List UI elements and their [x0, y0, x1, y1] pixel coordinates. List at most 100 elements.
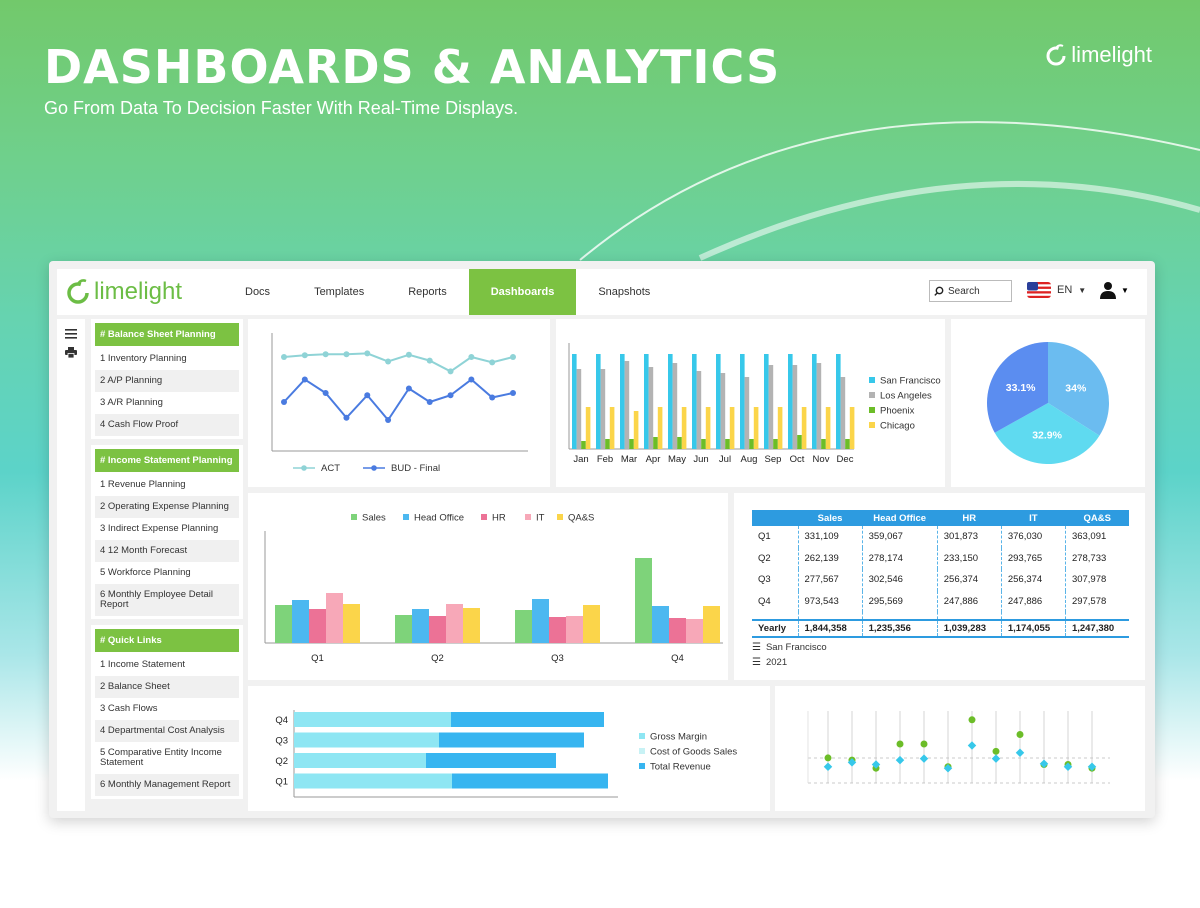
x-tick-label: Q1 — [311, 653, 324, 664]
table-row-label: Q1 — [758, 531, 771, 543]
data-point — [322, 390, 329, 396]
bar — [515, 610, 532, 643]
nav-reports[interactable]: Reports — [408, 286, 447, 298]
data-point — [281, 399, 287, 405]
data-point — [405, 385, 412, 392]
sidebar-item[interactable]: 3 Indirect Expense Planning — [100, 523, 219, 534]
x-tick-label: Feb — [597, 454, 613, 465]
bar — [446, 604, 463, 643]
bar — [836, 354, 841, 449]
bar — [596, 354, 601, 449]
pie-slice-label: 32.9% — [1032, 430, 1062, 442]
bar — [605, 439, 610, 449]
sidebar-item[interactable]: 1 Inventory Planning — [100, 353, 187, 364]
sidebar-item[interactable]: 4 Departmental Cost Analysis — [95, 720, 239, 742]
sidebar-item[interactable]: 4 Cash Flow Proof — [95, 414, 239, 436]
table-footer-entity[interactable]: ☰ San Francisco — [752, 642, 827, 653]
monthly-bar-chart: Jan Feb Mar Apr May Jun Jul Aug Sep Oct Nov Dec San … — [568, 343, 941, 465]
scatter-point — [991, 754, 1001, 763]
hero-title: DASHBOARDS & ANALYTICS — [44, 40, 781, 94]
bar — [549, 617, 566, 643]
bar — [701, 439, 706, 449]
pie-slice — [1048, 342, 1109, 436]
table-cell — [936, 612, 1002, 620]
sidebar-item[interactable]: 2 Balance Sheet — [95, 676, 239, 698]
bar — [749, 439, 754, 449]
icon-rail — [57, 319, 85, 811]
data-point — [301, 376, 308, 383]
legend-marker — [371, 465, 377, 471]
scatter-point — [920, 740, 928, 748]
user-menu[interactable]: ▼ — [1099, 281, 1129, 299]
table-cell: 1,247,380 — [1064, 619, 1129, 638]
app-logo[interactable]: limelight — [65, 278, 215, 306]
bar — [644, 354, 649, 449]
legend-label: Head Office — [414, 513, 464, 524]
sidebar-item[interactable]: 6 Monthly Employee Detail Report — [95, 584, 239, 616]
sidebar-item[interactable]: 4 12 Month Forecast — [95, 540, 239, 562]
chevron-down-icon: ▼ — [1078, 285, 1087, 295]
legend-label: BUD - Final — [391, 463, 440, 474]
bar — [576, 369, 582, 449]
table-cell: 1,174,055 — [1000, 619, 1066, 638]
nav-docs[interactable]: Docs — [245, 286, 271, 298]
x-tick-label: Dec — [837, 454, 854, 465]
bar — [395, 615, 412, 643]
x-tick-label: Q2 — [431, 653, 444, 664]
data-point — [364, 350, 371, 357]
table-cell: 1,844,358 — [797, 619, 863, 638]
pie-slice-label: 33.1% — [1006, 382, 1036, 394]
bar — [624, 361, 630, 449]
x-tick-label: Aug — [741, 454, 758, 465]
quarterly-bar-chart-panel: Q1 Q2 Q3 Q4 Sales Head Office HR IT QA&S — [248, 493, 728, 680]
scatter-point — [895, 755, 905, 765]
sidebar-item[interactable]: 2 Operating Expense Planning — [95, 496, 239, 518]
sidebar-item[interactable]: 5 Comparative Entity Income Statement — [100, 747, 222, 768]
bar — [652, 606, 669, 643]
y-tick-label: Q2 — [275, 756, 288, 767]
nav-snapshots[interactable]: Snapshots — [598, 286, 651, 298]
pie-slice — [987, 342, 1048, 433]
sidebar-group-title[interactable]: # Balance Sheet Planning — [95, 323, 239, 346]
table-header-cell: HR — [937, 510, 1002, 526]
sidebar-item[interactable]: 1 Income Statement — [100, 659, 186, 670]
sidebar-item[interactable]: 1 Revenue Planning — [100, 479, 186, 490]
nav-dashboards[interactable]: Dashboards — [468, 269, 577, 315]
sidebar-item[interactable]: 6 Monthly Management Report — [95, 774, 239, 796]
sidebar-group-title[interactable]: # Income Statement Planning — [95, 449, 239, 472]
scatter-point — [968, 716, 976, 724]
table-cell: 256,374 — [1000, 569, 1066, 591]
data-point — [426, 357, 433, 364]
table-total-row: Yearly 1,844,358 1,235,356 1,039,283 1,174,0… — [752, 619, 1129, 638]
data-point — [510, 354, 516, 360]
table-row: Q2 262,139 278,174 233,150 293,765 278,733 — [752, 547, 1129, 569]
bar — [849, 407, 855, 449]
bar — [816, 363, 822, 449]
bar — [275, 605, 292, 643]
sidebar-item[interactable]: 3 Cash Flows — [100, 703, 158, 714]
data-point — [385, 358, 392, 365]
table-cell: 297,578 — [1064, 590, 1129, 612]
data-point — [489, 394, 496, 401]
data-point — [468, 376, 475, 383]
bar — [581, 441, 586, 449]
bar — [845, 439, 850, 449]
menu-icon[interactable] — [65, 329, 77, 339]
y-tick-label: Q4 — [275, 715, 288, 726]
table-header-cell: QA&S — [1065, 510, 1129, 526]
sidebar-item[interactable]: 5 Workforce Planning — [100, 567, 191, 578]
table-cell — [752, 612, 798, 620]
sidebar: # Balance Sheet Planning 1 Inventory Pla… — [91, 319, 243, 805]
sidebar-item[interactable]: 2 A/P Planning — [95, 370, 239, 392]
search-box[interactable]: Search — [929, 280, 1012, 302]
language-selector[interactable]: EN ▼ — [1027, 282, 1086, 298]
table-footer-year[interactable]: ☰ 2021 — [752, 657, 827, 668]
legend-label: IT — [536, 513, 545, 524]
sidebar-item[interactable]: 3 A/R Planning — [100, 397, 163, 408]
bar — [681, 407, 687, 449]
print-icon[interactable] — [65, 347, 77, 358]
table-cell: 331,109 — [797, 526, 863, 548]
nav-templates[interactable]: Templates — [314, 286, 365, 298]
sidebar-group-title[interactable]: # Quick Links — [95, 629, 239, 652]
x-tick-label: Jul — [719, 454, 731, 465]
